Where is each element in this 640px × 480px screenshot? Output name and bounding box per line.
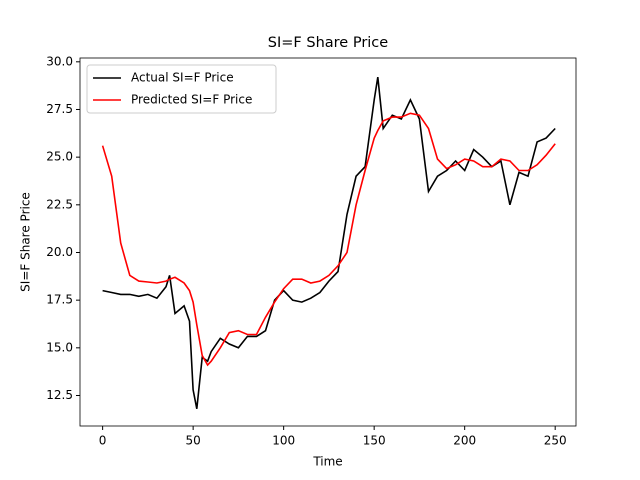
x-tick-label: 250 <box>544 434 567 448</box>
y-tick-label: 22.5 <box>46 197 73 211</box>
series-line <box>101 112 556 367</box>
x-axis-label: Time <box>312 455 342 469</box>
y-tick-label: 25.0 <box>46 150 73 164</box>
legend-label: Actual SI=F Price <box>131 71 234 85</box>
y-tick-label: 12.5 <box>46 388 73 402</box>
x-tick-label: 150 <box>363 434 386 448</box>
legend-box <box>86 64 277 114</box>
y-tick-label: 20.0 <box>46 245 73 259</box>
y-tick-label: 27.5 <box>46 102 73 116</box>
x-tick-label: 50 <box>185 434 200 448</box>
x-tick-label: 0 <box>99 434 107 448</box>
x-tick-label: 100 <box>272 434 295 448</box>
y-tick-label: 17.5 <box>46 293 73 307</box>
y-tick-label: 30.0 <box>46 54 73 68</box>
chart-title: SI=F Share Price <box>268 35 388 51</box>
plot-frame <box>79 57 577 427</box>
y-axis-label: SI=F Share Price <box>19 192 33 292</box>
x-tick-label: 200 <box>453 434 476 448</box>
y-tick-label: 15.0 <box>46 340 73 354</box>
series-line <box>102 76 556 409</box>
legend-label: Predicted SI=F Price <box>131 93 252 107</box>
